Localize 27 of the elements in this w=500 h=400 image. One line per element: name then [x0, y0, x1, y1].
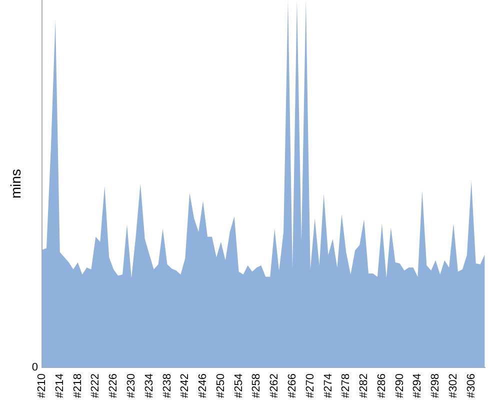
x-tick-label: #294 [412, 374, 424, 398]
x-tick-label: #254 [232, 374, 245, 398]
x-tick-label: #274 [322, 374, 334, 398]
x-tick-label: #258 [250, 374, 263, 398]
x-tick-label: #246 [197, 374, 210, 398]
x-tick-label: #242 [179, 374, 192, 398]
x-tick-label: #282 [358, 374, 370, 398]
text: 0 [32, 362, 38, 374]
x-tick-label: #238 [161, 374, 174, 398]
x-tick-label: #218 [72, 374, 84, 398]
x-tick-label: #230 [125, 374, 138, 398]
x-tick-label: #278 [340, 374, 352, 398]
x-tick-label: #210 [36, 374, 48, 398]
x-tick-label: #234 [143, 374, 156, 398]
x-tick-label: #290 [394, 374, 406, 398]
x-tick-label: #286 [376, 374, 388, 398]
x-tick-label: #214 [54, 374, 66, 398]
y-axis-title: mins [7, 168, 24, 199]
x-tick-label: #298 [430, 374, 442, 398]
x-tick-label: #262 [268, 374, 281, 398]
x-tick-label: #250 [214, 374, 227, 398]
x-tick-label: #306 [465, 374, 478, 398]
x-tick-label: #222 [90, 374, 102, 398]
x-tick-label: #302 [448, 374, 460, 398]
x-tick-label: #270 [304, 374, 316, 398]
x-tick-label: #266 [286, 374, 299, 398]
x-tick-label: #226 [108, 374, 120, 398]
